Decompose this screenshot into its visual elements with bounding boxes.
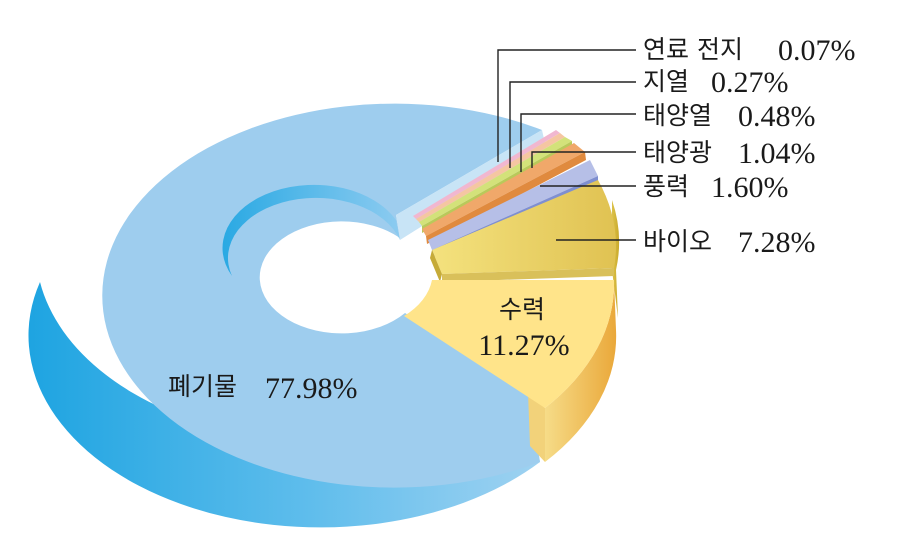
slice-fuel-cell [413,130,560,219]
slice-wind-top [428,160,598,250]
label-waste-name: 폐기물 [168,372,237,401]
slice-bio-top [432,180,616,274]
slice-bio-cut [430,250,442,282]
leader-fuel-cell [497,49,636,162]
slice-hydro-side [545,280,617,462]
leader-solar-pv [531,151,636,168]
label-hydro-name: 수력 [499,295,545,324]
slice-solar-pv [422,143,586,244]
slice-waste-hole-wall [222,184,400,276]
label-wind-name: 풍력 [643,172,689,201]
label-geothermal-name: 지열 [643,67,689,96]
slice-solar-pv-top [422,143,585,236]
leader-solar-heat [520,113,636,172]
slice-waste-top [102,103,543,488]
label-geothermal-value: 0.27% [711,66,789,99]
label-hydro-value: 11.27% [478,329,569,362]
leader-geothermal [509,81,636,168]
labels: 연료 전지 0.07% 지열 0.27% 태양열 0.48% 태양광 1.04%… [168,34,856,405]
slice-geothermal [416,133,565,222]
slice-hydro-top [404,280,615,408]
label-wind-value: 1.60% [711,171,789,204]
slice-hydro-cut [528,392,545,462]
slice-geothermal-top [416,133,565,222]
slice-bio-bottom [442,268,614,282]
label-solar-pv-name: 태양광 [643,138,712,167]
label-waste-value: 77.98% [265,372,358,405]
slice-fuel-cell-top [413,130,560,219]
leader-lines [497,49,636,241]
label-solar-pv-value: 1.04% [738,137,816,170]
slice-bio [430,180,620,318]
slice-solar-pv-side [426,152,586,244]
slice-solar-heat-top [419,137,572,226]
label-bio-value: 7.28% [738,226,816,259]
label-solar-heat-name: 태양열 [643,101,712,130]
label-fuel-cell-value: 0.07% [778,34,856,67]
label-bio-name: 바이오 [643,227,712,256]
label-solar-heat-value: 0.48% [738,100,816,133]
slice-hydro [404,280,617,462]
label-fuel-cell-name: 연료 전지 [643,35,743,64]
